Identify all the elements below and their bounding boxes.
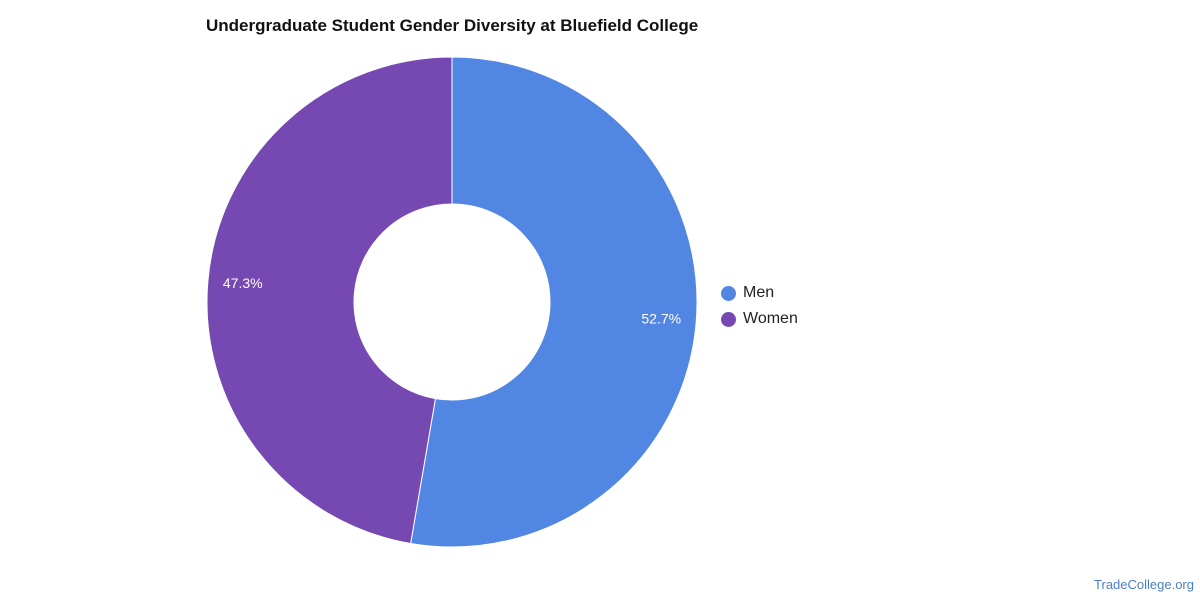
- legend-label-women: Women: [743, 310, 798, 327]
- legend-item-men[interactable]: Men: [721, 280, 798, 306]
- chart-title: Undergraduate Student Gender Diversity a…: [206, 16, 699, 35]
- donut-slice-men[interactable]: [410, 56, 698, 548]
- legend-label-men: Men: [743, 284, 775, 301]
- source-credit[interactable]: TradeCollege.org: [1094, 577, 1194, 592]
- donut-slice-women[interactable]: [206, 56, 453, 545]
- legend-swatch-men: [721, 285, 736, 301]
- chart-legend: Men Women: [721, 280, 798, 332]
- slice-label-women: 47.3%: [223, 275, 263, 291]
- legend-swatch-women: [721, 311, 736, 327]
- slice-label-men: 52.7%: [641, 310, 681, 326]
- legend-item-women[interactable]: Women: [721, 306, 798, 332]
